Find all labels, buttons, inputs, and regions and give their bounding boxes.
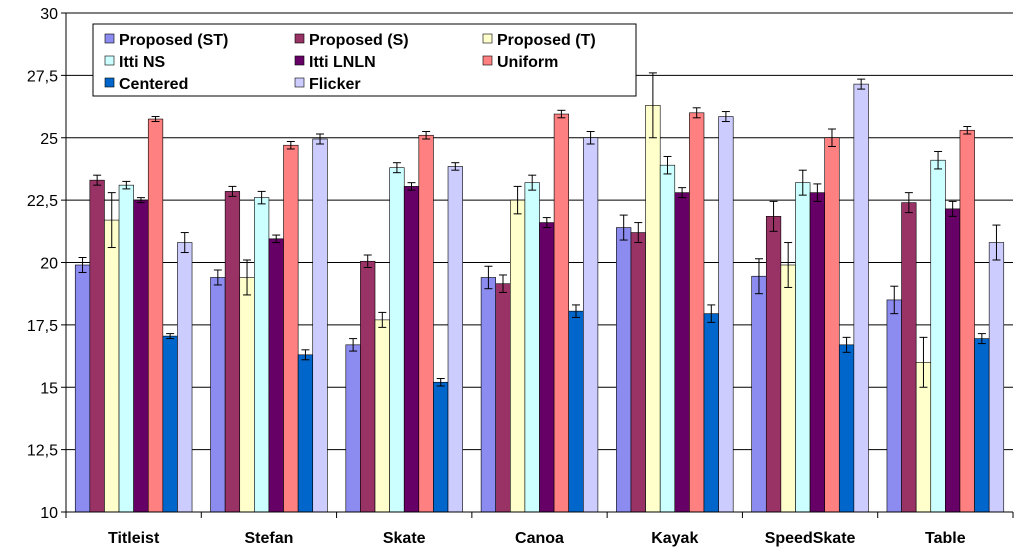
legend-label: Itti LNLN <box>309 54 376 71</box>
bar <box>616 227 632 513</box>
y-tick-label: 22,5 <box>27 193 58 210</box>
legend-label: Proposed (T) <box>497 32 596 49</box>
bar <box>447 166 463 513</box>
bar <box>418 134 434 513</box>
bar <box>795 182 811 513</box>
y-tick-label: 20 <box>40 256 58 273</box>
bar <box>312 138 328 513</box>
bar <box>480 277 497 513</box>
legend-swatch <box>104 55 115 66</box>
legend-swatch <box>294 77 305 88</box>
x-tick-label: Skate <box>383 530 426 547</box>
bar <box>582 137 599 513</box>
bar <box>718 116 734 513</box>
legend: Proposed (ST) Proposed (S) Proposed (T) Itt… <box>92 23 637 97</box>
bar <box>177 242 193 513</box>
bar <box>509 199 526 513</box>
bar <box>809 192 825 513</box>
bar <box>297 354 314 513</box>
axes: 10 12,5 15 17,5 20 22,5 25 27,5 30 Titleist Stefan… <box>27 6 1014 547</box>
bar <box>118 184 134 513</box>
y-tick-label: 10 <box>40 505 58 522</box>
bar <box>988 242 1005 513</box>
bar <box>886 299 902 513</box>
bar <box>283 144 299 513</box>
bar <box>133 199 149 513</box>
y-tick-label: 12,5 <box>27 443 58 460</box>
bar <box>389 167 405 513</box>
bar <box>930 159 946 513</box>
x-tick-label: Table <box>925 530 966 547</box>
bar <box>553 113 569 513</box>
bar <box>254 197 270 513</box>
bar <box>674 192 690 513</box>
bar <box>89 179 105 513</box>
bar <box>824 137 840 513</box>
bar <box>345 344 361 513</box>
bar <box>224 191 241 513</box>
y-tick-label: 15 <box>40 380 58 397</box>
bar <box>162 335 178 513</box>
x-tick-label: SpeedSkate <box>765 530 856 547</box>
legend-label: Proposed (S) <box>309 32 409 49</box>
x-tick-label: Canoa <box>515 530 564 547</box>
legend-swatch <box>294 33 305 44</box>
x-tick-label: Stefan <box>244 530 293 547</box>
bar <box>524 182 540 513</box>
bar <box>838 344 855 513</box>
bar <box>239 277 255 513</box>
bar <box>703 313 719 513</box>
bar <box>104 219 120 513</box>
bar <box>374 319 390 513</box>
x-tick-label: Titleist <box>108 530 160 547</box>
bar <box>645 105 661 513</box>
bar <box>853 83 869 513</box>
y-tick-label: 17,5 <box>27 318 58 335</box>
legend-label: Itti NS <box>119 54 166 71</box>
bar <box>630 232 646 513</box>
legend-label: Centered <box>119 76 188 93</box>
bar <box>210 277 226 513</box>
bar <box>659 164 676 513</box>
legend-swatch <box>294 55 305 66</box>
bar <box>360 260 376 513</box>
legend-box <box>92 23 637 97</box>
legend-swatch <box>104 33 115 44</box>
y-tick-label: 30 <box>40 6 58 23</box>
error-bars <box>78 72 1001 388</box>
bar <box>974 338 990 513</box>
bar <box>780 264 796 513</box>
bar <box>495 283 511 513</box>
bar <box>945 208 961 513</box>
bar <box>539 222 555 513</box>
bar <box>689 112 705 513</box>
bar <box>147 118 164 513</box>
legend-label: Proposed (ST) <box>119 32 228 49</box>
bars <box>74 83 1005 513</box>
x-tick-label: Kayak <box>651 530 698 547</box>
bar <box>403 186 420 513</box>
bar <box>959 129 975 513</box>
legend-label: Uniform <box>497 54 558 71</box>
bar <box>74 264 91 513</box>
bar <box>568 310 584 513</box>
legend-swatch <box>104 77 115 88</box>
y-tick-label: 25 <box>40 131 58 148</box>
legend-swatch <box>482 33 493 44</box>
bar <box>268 238 284 513</box>
bar <box>433 381 449 513</box>
legend-label: Flicker <box>309 76 361 93</box>
bar <box>751 275 767 513</box>
legend-swatch <box>482 55 493 66</box>
bar <box>901 202 917 513</box>
bar <box>765 216 782 513</box>
y-tick-label: 27,5 <box>27 68 58 85</box>
